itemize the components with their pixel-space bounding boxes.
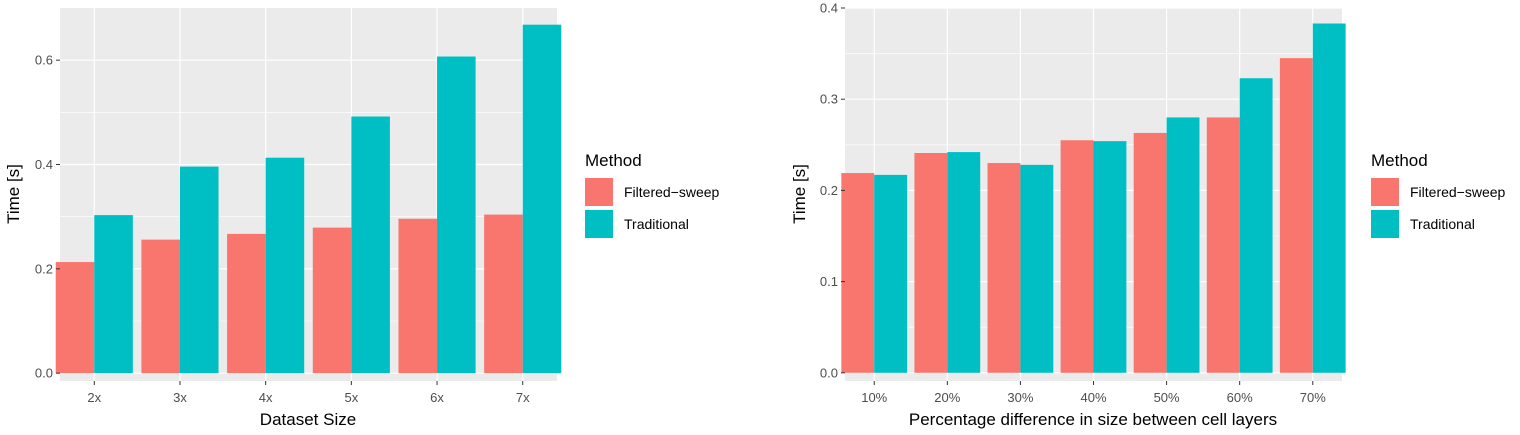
bars [841, 23, 1346, 373]
bar-traditional-10pct [874, 174, 908, 373]
x-axis-ticks: 10% 20% 30% 40% 50% 60% 70% [861, 381, 1326, 405]
y-axis-ticks: 0.0 0.1 0.2 0.3 0.4 [820, 1, 845, 380]
bar-traditional-3x [179, 166, 219, 374]
y-tick-label: 0.4 [820, 1, 838, 16]
x-tick-label: 4x [259, 390, 273, 405]
bar-filtered-sweep-60pct [1206, 117, 1240, 373]
bar-filtered-sweep-2x [55, 262, 95, 374]
bar-filtered-sweep-40pct [1060, 140, 1094, 373]
bar-filtered-sweep-70pct [1279, 58, 1313, 373]
bar-filtered-sweep-20pct [914, 153, 948, 373]
x-tick-label: 40% [1080, 390, 1106, 405]
legend: Method Filtered−sweep Traditional [1371, 151, 1506, 238]
legend-key-traditional [585, 210, 613, 238]
y-tick-label: 0.4 [35, 157, 53, 172]
bar-traditional-30pct [1020, 164, 1054, 373]
y-axis-title: Time [s] [4, 164, 23, 224]
bar-traditional-7x [522, 24, 562, 374]
x-tick-label: 7x [516, 390, 530, 405]
legend-title: Method [585, 151, 642, 170]
bar-filtered-sweep-6x [398, 218, 438, 374]
bar-filtered-sweep-10pct [841, 173, 875, 373]
legend-title: Method [1371, 151, 1428, 170]
bar-traditional-40pct [1093, 141, 1127, 373]
x-axis-ticks: 2x 3x 4x 5x 6x 7x [87, 381, 530, 405]
x-tick-label: 3x [173, 390, 187, 405]
legend: Method Filtered−sweep Traditional [585, 151, 720, 238]
x-tick-label: 50% [1154, 390, 1180, 405]
bar-filtered-sweep-3x [141, 239, 180, 374]
legend-label-traditional: Traditional [1410, 216, 1475, 232]
x-tick-label: 2x [87, 390, 101, 405]
y-tick-label: 0.3 [820, 92, 838, 107]
bar-traditional-2x [94, 215, 133, 374]
legend-key-filtered-sweep [1371, 178, 1399, 206]
y-axis-title: Time [s] [790, 164, 809, 224]
bar-traditional-70pct [1312, 23, 1346, 373]
y-tick-label: 0.0 [820, 365, 838, 380]
x-axis-title: Percentage difference in size between ce… [909, 410, 1277, 429]
y-tick-label: 0.2 [820, 183, 838, 198]
x-axis-title: Dataset Size [260, 410, 356, 429]
y-axis-ticks: 0.0 0.2 0.4 0.6 [35, 53, 60, 381]
x-tick-label: 20% [934, 390, 960, 405]
bar-traditional-6x [437, 56, 476, 374]
bar-traditional-60pct [1239, 78, 1273, 373]
chart-percentage-difference: 0.0 0.1 0.2 0.3 0.4 10% 20% 30% 40% 50% 60% 70% Pe… [790, 1, 1506, 430]
bar-filtered-sweep-7x [484, 214, 523, 374]
legend-label-traditional: Traditional [624, 216, 689, 232]
x-tick-label: 70% [1300, 390, 1326, 405]
x-tick-label: 10% [861, 390, 887, 405]
legend-label-filtered-sweep: Filtered−sweep [624, 184, 720, 200]
bar-filtered-sweep-30pct [987, 163, 1021, 373]
bar-traditional-20pct [947, 152, 981, 373]
legend-key-filtered-sweep [585, 178, 613, 206]
legend-key-traditional [1371, 210, 1399, 238]
y-tick-label: 0.1 [820, 274, 838, 289]
plot-panel [60, 8, 557, 381]
x-tick-label: 6x [430, 390, 444, 405]
y-tick-label: 0.6 [35, 53, 53, 68]
x-tick-label: 60% [1227, 390, 1253, 405]
bars [55, 24, 562, 374]
bar-traditional-5x [351, 116, 390, 374]
chart-dataset-size: 0.0 0.2 0.4 0.6 2x 3x 4x 5x 6x 7x Dataset Size T… [4, 8, 720, 429]
bar-filtered-sweep-4x [227, 233, 266, 374]
x-tick-label: 5x [344, 390, 358, 405]
bar-filtered-sweep-5x [312, 227, 352, 374]
bar-traditional-4x [265, 157, 305, 374]
bar-traditional-50pct [1166, 117, 1200, 373]
legend-label-filtered-sweep: Filtered−sweep [1410, 184, 1506, 200]
y-tick-label: 0.0 [35, 366, 53, 381]
bar-filtered-sweep-50pct [1133, 132, 1167, 373]
y-tick-label: 0.2 [35, 261, 53, 276]
x-tick-label: 30% [1007, 390, 1033, 405]
